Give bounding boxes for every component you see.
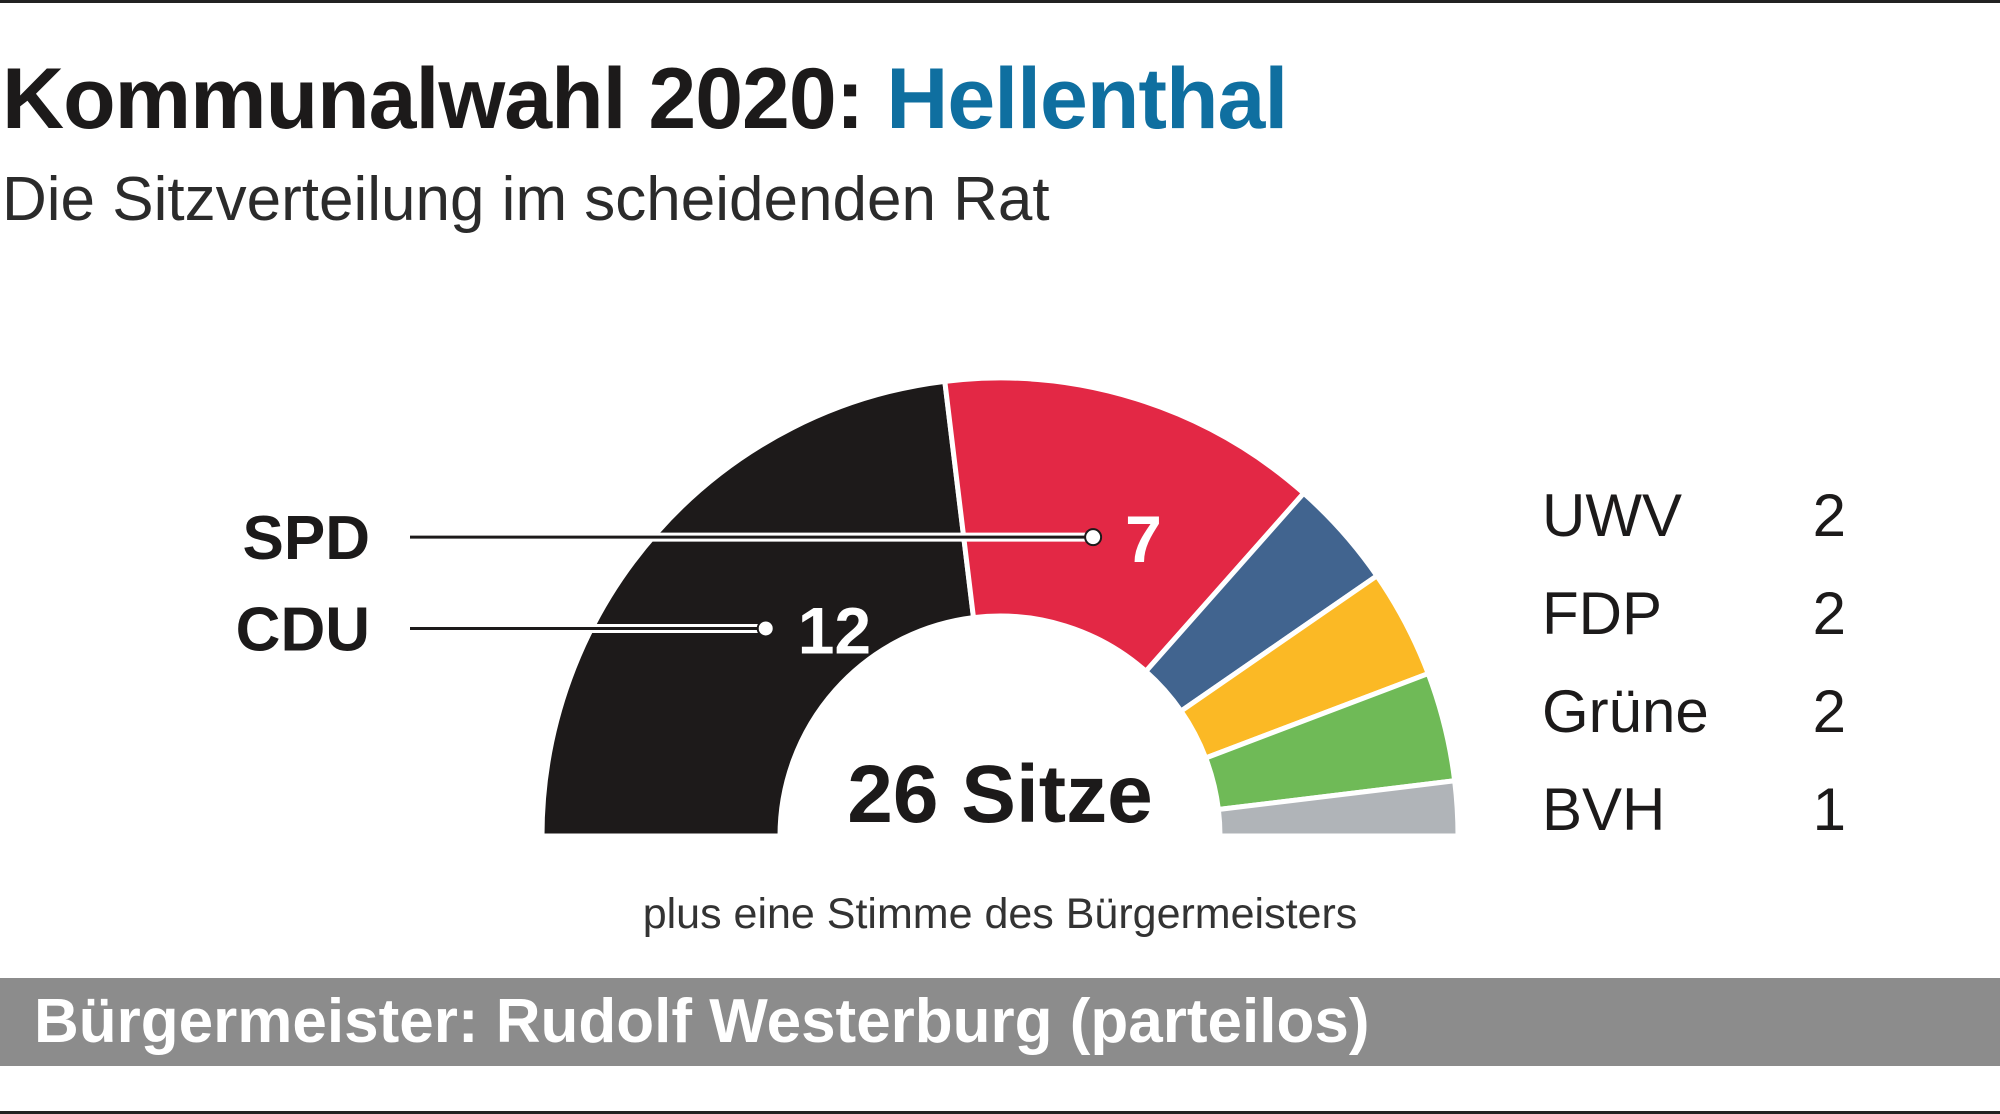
legend-name-bvh: BVH: [1542, 776, 1665, 843]
arc-cdu: [539, 378, 976, 839]
legend-value-fdp: 2: [1813, 580, 1846, 647]
seat-callouts: CDU 12 SPD 7: [236, 502, 1162, 667]
legend-name-fdp: FDP: [1542, 580, 1662, 647]
arc-spd: [942, 375, 1307, 674]
arc-bvh: [1215, 778, 1461, 839]
seat-arcs: [539, 375, 1461, 839]
footer-bar: Bürgermeister: Rudolf Westerburg (partei…: [0, 978, 2000, 1066]
total-seats-label: 26 Sitze: [847, 749, 1152, 840]
legend-name-gr-ne: Grüne: [1542, 678, 1709, 745]
series-label-cdu: CDU: [236, 595, 370, 664]
legend-value-uwv: 2: [1813, 482, 1846, 549]
value-label-cdu: 12: [798, 593, 871, 667]
legend-name-uwv: UWV: [1542, 482, 1682, 549]
title-place: Hellenthal: [886, 51, 1288, 147]
legend-value-bvh: 1: [1813, 776, 1846, 843]
title-prefix: Kommunalwahl 2020:: [2, 51, 864, 147]
callout-dot-cdu: [756, 619, 775, 638]
mayor-vote-note: plus eine Stimme des Bürgermeisters: [643, 890, 1358, 938]
seat-legend: UWV 2 FDP 2 Grüne 2 BVH 1: [1542, 482, 1846, 843]
series-label-spd: SPD: [243, 504, 370, 573]
chart-title: Kommunalwahl 2020: Hellenthal: [2, 50, 1288, 149]
callout-dot-spd: [1084, 528, 1103, 547]
footer-mayor-text: Bürgermeister: Rudolf Westerburg (partei…: [34, 987, 1370, 1056]
chart-subtitle: Die Sitzverteilung im scheidenden Rat: [2, 165, 1050, 234]
value-label-spd: 7: [1125, 502, 1162, 576]
legend-value-gr-ne: 2: [1813, 678, 1846, 745]
